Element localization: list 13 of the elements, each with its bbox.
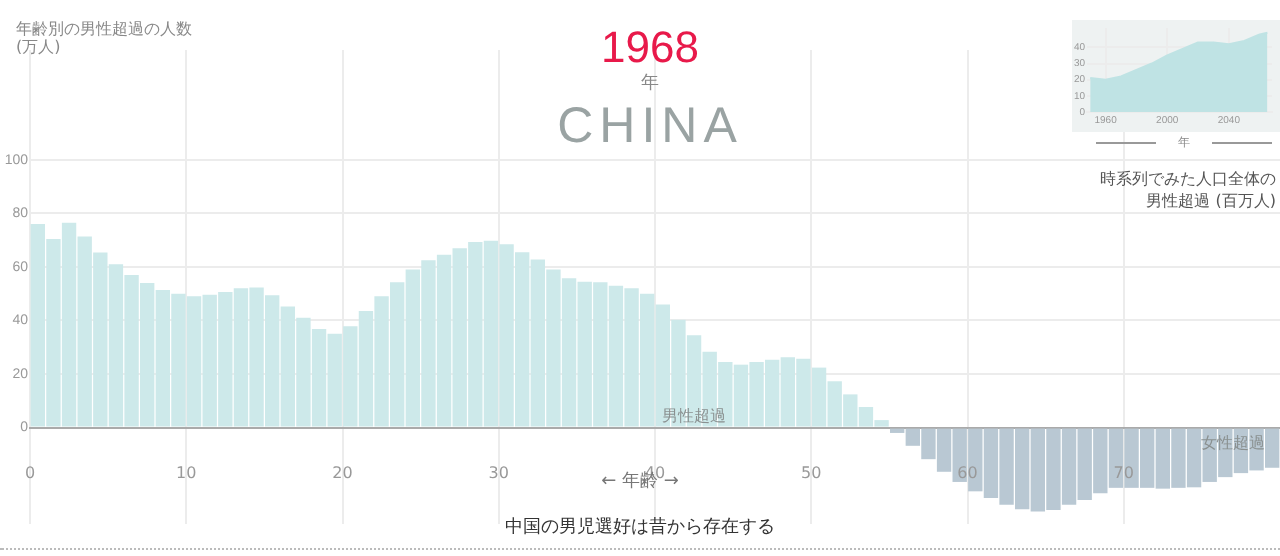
annotation: 男性超過	[662, 407, 727, 426]
x-tick-label: 60	[957, 463, 978, 482]
x-tick-label: 70	[1113, 463, 1134, 482]
chart-title: 1968	[601, 22, 699, 72]
text: 時系列でみた人口全体の男性超過 (百万人)	[1098, 168, 1276, 212]
x-tick-label: 50	[801, 463, 822, 482]
annotation: 中国の男児選好は昔から存在する	[503, 518, 777, 540]
annotation: 年	[641, 74, 659, 94]
y-axis-title: 年齢別の男性超過の人数 (万人)	[16, 20, 192, 56]
x-tick-label: 20	[332, 463, 353, 482]
x-tick-label: 30	[488, 463, 509, 482]
x-tick-label: 10	[176, 463, 197, 482]
text: CHINA	[557, 98, 743, 154]
